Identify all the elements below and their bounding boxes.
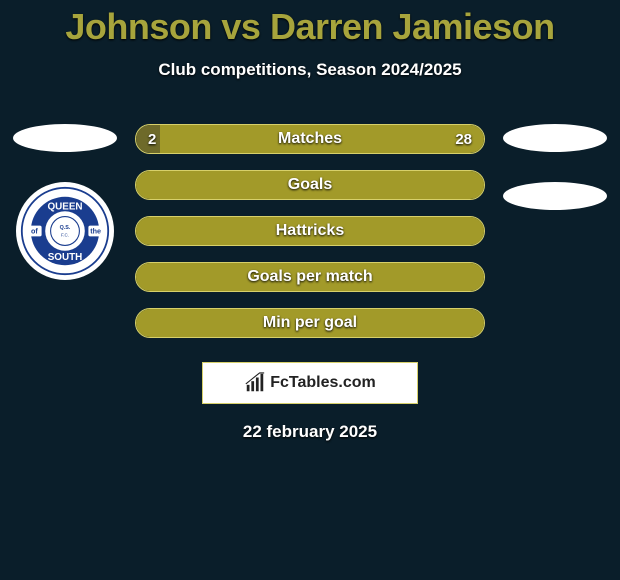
bar-label: Goals per match — [247, 268, 372, 286]
stat-bar: 2 28 Matches — [135, 124, 485, 154]
bar-label: Hattricks — [276, 222, 344, 240]
player-photo-placeholder-right — [503, 124, 607, 152]
date-label: 22 february 2025 — [0, 422, 620, 442]
stat-bars: 2 28 Matches Goals Hattricks Goals per match M… — [135, 124, 485, 338]
bar-label: Min per goal — [263, 314, 357, 332]
svg-text:QUEEN: QUEEN — [47, 201, 82, 212]
player-photo-placeholder-left — [13, 124, 117, 152]
stat-bar: Goals — [135, 170, 485, 200]
svg-text:SOUTH: SOUTH — [48, 252, 83, 263]
fctables-logo-text: FcTables.com — [270, 374, 376, 392]
svg-text:Q.S.: Q.S. — [60, 225, 71, 231]
bar-chart-icon — [244, 372, 266, 394]
bar-value-right: 28 — [455, 131, 472, 148]
queen-of-the-south-badge-icon: QUEEN SOUTH of the Q.S. F.C. — [20, 186, 110, 276]
right-column — [490, 124, 620, 210]
bar-label: Goals — [288, 176, 332, 194]
club-badge-left: QUEEN SOUTH of the Q.S. F.C. — [16, 182, 114, 280]
club-badge-placeholder-right — [503, 182, 607, 210]
fctables-logo[interactable]: FcTables.com — [202, 362, 418, 404]
bar-label: Matches — [278, 130, 342, 148]
stat-bar: Min per goal — [135, 308, 485, 338]
svg-text:F.C.: F.C. — [61, 232, 69, 237]
bar-value-left: 2 — [148, 131, 156, 148]
stat-bar: Hattricks — [135, 216, 485, 246]
subtitle: Club competitions, Season 2024/2025 — [0, 60, 620, 80]
left-column: QUEEN SOUTH of the Q.S. F.C. — [0, 124, 130, 280]
page-title: Johnson vs Darren Jamieson — [0, 6, 620, 48]
content: QUEEN SOUTH of the Q.S. F.C. 2 28 Matches G… — [0, 124, 620, 442]
svg-text:of: of — [31, 227, 38, 236]
stat-bar: Goals per match — [135, 262, 485, 292]
svg-text:the: the — [90, 227, 101, 236]
